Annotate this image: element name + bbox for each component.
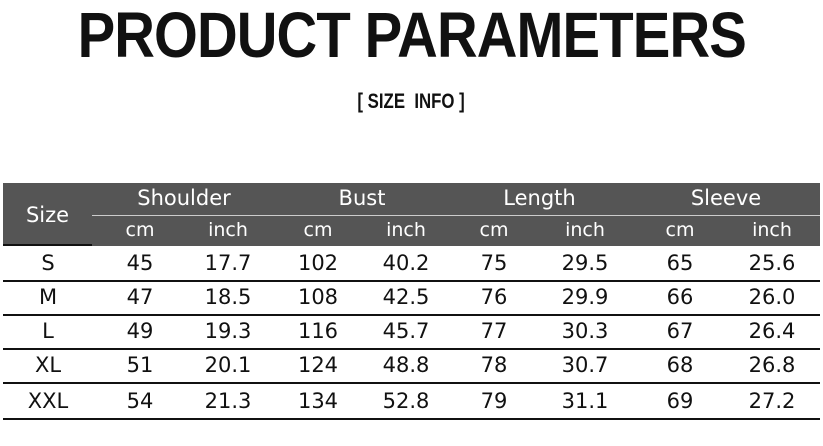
unit-header: inch — [208, 219, 248, 241]
size-cell: S — [41, 251, 55, 275]
value-cell: 30.3 — [561, 319, 609, 343]
value-cell: 47 — [126, 285, 154, 309]
value-cell: 79 — [480, 389, 508, 413]
value-cell: 49 — [126, 319, 154, 343]
row-divider — [3, 314, 820, 316]
value-cell: 40.2 — [382, 251, 430, 275]
value-cell: 52.8 — [382, 389, 430, 413]
value-cell: 17.7 — [204, 251, 252, 275]
unit-header: cm — [479, 219, 509, 241]
title-text: PRODUCT PARAMETERS — [77, 0, 746, 71]
value-cell: 18.5 — [204, 285, 252, 309]
size-column-header: Size — [25, 202, 70, 227]
value-cell: 68 — [666, 353, 694, 377]
row-divider — [3, 418, 820, 420]
value-cell: 20.1 — [204, 353, 252, 377]
table-header — [3, 183, 820, 246]
value-cell: 27.2 — [748, 389, 796, 413]
table-row: M 47 18.5 108 42.5 76 29.9 66 26.0 — [3, 281, 820, 314]
value-cell: 30.7 — [561, 353, 609, 377]
value-cell: 134 — [297, 389, 339, 413]
size-cell: XXL — [27, 389, 69, 413]
table-row: XL 51 20.1 124 48.8 78 30.7 68 26.8 — [3, 349, 820, 382]
value-cell: 29.5 — [561, 251, 609, 275]
value-cell: 25.6 — [748, 251, 796, 275]
row-divider — [3, 348, 820, 350]
value-cell: 65 — [666, 251, 694, 275]
subtitle: [ SIZE INFO ] — [0, 90, 823, 114]
column-group-bust: Bust — [338, 186, 386, 210]
value-cell: 69 — [666, 389, 694, 413]
row-divider — [3, 280, 820, 282]
value-cell: 31.1 — [561, 389, 609, 413]
value-cell: 48.8 — [382, 353, 430, 377]
value-cell: 29.9 — [561, 285, 609, 309]
value-cell: 124 — [297, 353, 339, 377]
value-cell: 26.0 — [748, 285, 796, 309]
value-cell: 54 — [126, 389, 154, 413]
unit-header: inch — [752, 219, 792, 241]
unit-header: cm — [125, 219, 155, 241]
unit-header: cm — [303, 219, 333, 241]
size-header-underline — [3, 244, 92, 246]
value-cell: 67 — [666, 319, 694, 343]
value-cell: 116 — [297, 319, 339, 343]
value-cell: 66 — [666, 285, 694, 309]
value-cell: 77 — [480, 319, 508, 343]
unit-header: inch — [386, 219, 426, 241]
unit-header: cm — [665, 219, 695, 241]
table-row: S 45 17.7 102 40.2 75 29.5 65 25.6 — [3, 247, 820, 280]
value-cell: 26.8 — [748, 353, 796, 377]
value-cell: 21.3 — [204, 389, 252, 413]
column-group-length: Length — [503, 186, 576, 210]
value-cell: 42.5 — [382, 285, 430, 309]
subtitle-text: [ SIZE INFO ] — [357, 90, 466, 113]
header-divider — [92, 215, 820, 216]
row-divider — [3, 382, 820, 384]
value-cell: 75 — [480, 251, 508, 275]
size-cell: XL — [34, 353, 62, 377]
table-row: XXL 54 21.3 134 52.8 79 31.1 69 27.2 — [3, 385, 820, 418]
value-cell: 45 — [126, 251, 154, 275]
value-cell: 78 — [480, 353, 508, 377]
value-cell: 102 — [297, 251, 339, 275]
column-group-shoulder: Shoulder — [137, 186, 231, 210]
size-cell: L — [42, 319, 54, 343]
table-row: L 49 19.3 116 45.7 77 30.3 67 26.4 — [3, 315, 820, 348]
page-title: PRODUCT PARAMETERS — [0, 0, 823, 72]
value-cell: 19.3 — [204, 319, 252, 343]
value-cell: 26.4 — [748, 319, 796, 343]
unit-header: inch — [565, 219, 605, 241]
size-cell: M — [38, 285, 58, 309]
column-group-sleeve: Sleeve — [690, 186, 762, 210]
value-cell: 51 — [126, 353, 154, 377]
value-cell: 45.7 — [382, 319, 430, 343]
value-cell: 76 — [480, 285, 508, 309]
value-cell: 108 — [297, 285, 339, 309]
